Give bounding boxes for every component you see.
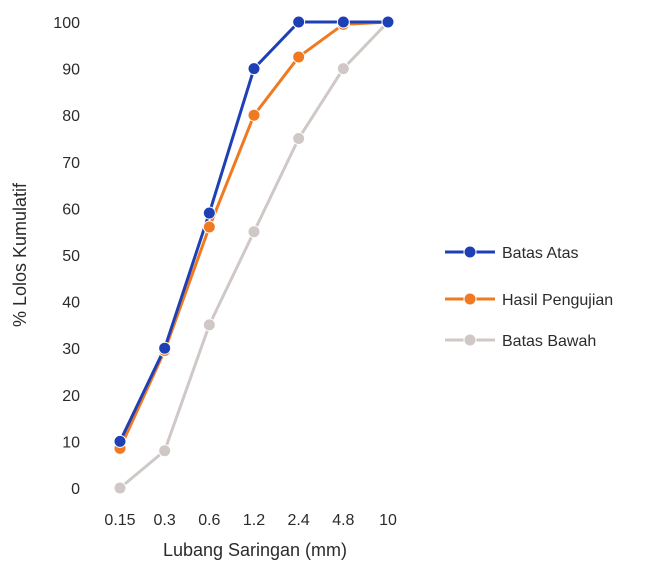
legend: Batas Atas Hasil Pengujian Batas Bawah — [445, 245, 613, 350]
legend-label: Batas Bawah — [502, 333, 596, 350]
series-lines — [118, 20, 390, 490]
data-point-batas-bawah — [202, 318, 216, 332]
data-point-hasil-pengujian — [292, 50, 306, 64]
x-tick-label: 4.8 — [332, 512, 354, 529]
y-tick-label: 30 — [62, 341, 80, 358]
y-tick-label: 40 — [62, 295, 80, 312]
y-axis-title: % Lolos Kumulatif — [10, 182, 30, 327]
legend-label: Hasil Pengujian — [502, 292, 613, 309]
data-point-hasil-pengujian — [247, 108, 261, 122]
data-point-batas-bawah — [113, 481, 127, 495]
legend-item-batas-bawah: Batas Bawah — [445, 333, 596, 350]
data-point-batas-bawah — [247, 225, 261, 239]
legend-item-batas-atas: Batas Atas — [445, 245, 579, 262]
y-tick-label: 70 — [62, 155, 80, 172]
x-tick-label: 2.4 — [288, 512, 310, 529]
y-tick-label: 100 — [53, 15, 80, 32]
x-tick-label: 0.6 — [198, 512, 220, 529]
series-line-batas-bawah — [119, 20, 390, 490]
data-point-batas-atas — [247, 62, 261, 76]
x-tick-label: 0.15 — [104, 512, 135, 529]
data-point-batas-atas — [292, 15, 306, 29]
data-point-hasil-pengujian — [202, 220, 216, 234]
data-point-batas-bawah — [158, 444, 172, 458]
x-tick-label: 0.3 — [154, 512, 176, 529]
data-point-batas-bawah — [292, 132, 306, 145]
x-axis-ticks: 0.15 0.3 0.6 1.2 2.4 4.8 10 — [104, 512, 397, 529]
data-point-batas-atas — [381, 15, 395, 29]
data-point-batas-atas — [202, 206, 216, 220]
x-tick-label: 10 — [379, 512, 397, 529]
legend-swatch-marker — [463, 333, 477, 347]
y-tick-label: 80 — [62, 108, 80, 125]
data-point-batas-atas — [113, 434, 127, 448]
data-point-batas-atas — [336, 15, 350, 29]
legend-item-hasil-pengujian: Hasil Pengujian — [445, 292, 613, 309]
legend-swatch-marker — [463, 245, 477, 259]
y-axis-ticks: 0 10 20 30 40 50 60 70 80 90 100 — [53, 15, 80, 498]
legend-swatch-marker — [463, 292, 477, 306]
y-tick-label: 50 — [62, 248, 80, 265]
x-axis-title: Lubang Saringan (mm) — [163, 540, 347, 560]
data-point-batas-bawah — [336, 62, 350, 76]
legend-label: Batas Atas — [502, 245, 579, 262]
y-tick-label: 0 — [71, 481, 80, 498]
y-tick-label: 60 — [62, 201, 80, 218]
data-point-batas-atas — [158, 341, 172, 355]
y-tick-label: 20 — [62, 388, 80, 405]
y-tick-label: 10 — [62, 434, 80, 451]
x-tick-label: 1.2 — [243, 512, 265, 529]
y-tick-label: 90 — [62, 62, 80, 79]
series-points — [113, 15, 395, 495]
